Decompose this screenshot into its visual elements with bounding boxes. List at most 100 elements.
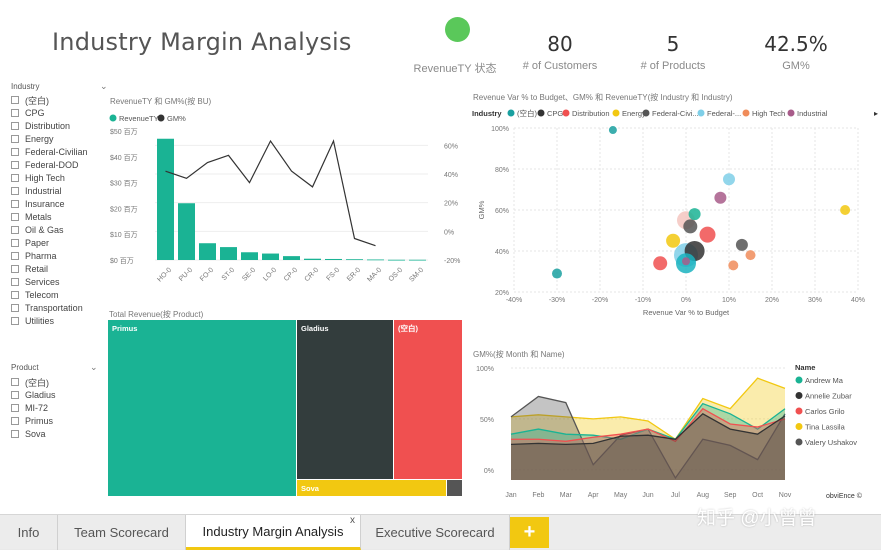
treemap-chart: Primus Gladius (空白) Sova (108, 320, 462, 496)
customers-value: 80 (547, 32, 573, 56)
x-tick-label: ST-0 (221, 267, 236, 282)
slicer-item-label: (空白) (25, 377, 49, 388)
checkbox-icon[interactable] (11, 200, 19, 208)
slicer-item[interactable]: Federal-Civilian (11, 146, 88, 158)
legend-marker (157, 114, 165, 122)
scatter-point (682, 257, 690, 266)
add-page-button[interactable]: + (510, 517, 549, 548)
legend-title: Industry (472, 109, 502, 118)
legend-marker (612, 109, 620, 117)
checkbox-icon[interactable] (11, 226, 19, 234)
y-tick-label: $40 百万 (110, 154, 138, 162)
slicer-item[interactable]: MI-72 (11, 402, 48, 414)
scatter-point (653, 256, 668, 271)
checkbox-icon[interactable] (11, 278, 19, 286)
product-slicer-title: Product (11, 363, 39, 372)
y-tick-label: 100% (491, 126, 509, 133)
legend-marker (109, 114, 117, 122)
checkbox-icon[interactable] (11, 148, 19, 156)
legend-label: Federal-Civi... (652, 109, 699, 118)
slicer-item[interactable]: Federal-DOD (11, 159, 79, 171)
y2-tick-label: -20% (444, 258, 460, 265)
checkbox-icon[interactable] (11, 304, 19, 312)
bar (262, 253, 279, 260)
slicer-item[interactable]: Services (11, 276, 60, 288)
slicer-item[interactable]: Oil & Gas (11, 224, 64, 236)
checkbox-icon[interactable] (11, 252, 19, 260)
slicer-item[interactable]: (空白) (11, 94, 49, 106)
x-tick-label: May (614, 492, 628, 499)
tab-executive-scorecard[interactable]: Executive Scorecard (361, 515, 510, 550)
y2-tick-label: 0% (444, 229, 454, 236)
x-tick-label: MA-0 (366, 267, 383, 283)
chevron-right-icon: ▸ (874, 109, 878, 118)
slicer-item-label: MI-72 (25, 403, 49, 413)
legend-label: Annelie Zubar (805, 392, 852, 401)
checkbox-icon[interactable] (11, 391, 19, 399)
slicer-item[interactable]: Paper (11, 237, 49, 249)
slicer-item[interactable]: Primus (11, 415, 53, 427)
slicer-item[interactable]: High Tech (11, 172, 65, 184)
slicer-item[interactable]: Metals (11, 211, 52, 223)
tab-info[interactable]: Info (0, 515, 58, 550)
slicer-item[interactable]: CPG (11, 107, 45, 119)
close-icon[interactable]: x (350, 515, 355, 526)
legend-marker (697, 109, 705, 117)
checkbox-icon[interactable] (11, 378, 19, 386)
checkbox-icon[interactable] (11, 135, 19, 143)
checkbox-icon[interactable] (11, 187, 19, 195)
checkbox-icon[interactable] (11, 291, 19, 299)
bar (241, 252, 258, 260)
tab-industry-margin-analysis[interactable]: Industry Margin Analysis x (186, 515, 361, 550)
industry-slicer-title: Industry (11, 82, 40, 91)
chevron-down-icon[interactable]: ⌄ (90, 362, 98, 372)
slicer-item[interactable]: Distribution (11, 120, 70, 132)
tab-team-scorecard[interactable]: Team Scorecard (58, 515, 186, 550)
checkbox-icon[interactable] (11, 122, 19, 130)
tab-label: Industry Margin Analysis (202, 524, 344, 539)
checkbox-icon[interactable] (11, 109, 19, 117)
slicer-item[interactable]: (空白) (11, 376, 49, 388)
bar (199, 243, 216, 260)
legend-label: Carlos Grilo (805, 407, 845, 416)
checkbox-icon[interactable] (11, 265, 19, 273)
slicer-item[interactable]: Gladius (11, 389, 56, 401)
chevron-down-icon[interactable]: ⌄ (100, 81, 108, 91)
x-tick-label: 30% (808, 297, 822, 304)
checkbox-icon[interactable] (11, 239, 19, 247)
report-canvas: Industry Margin Analysis RevenueTY 状态 80… (0, 0, 881, 514)
slicer-item[interactable]: Industrial (11, 185, 62, 197)
checkbox-icon[interactable] (11, 417, 19, 425)
slicer-item[interactable]: Sova (11, 428, 46, 440)
slicer-item[interactable]: Insurance (11, 198, 65, 210)
legend-marker (537, 109, 545, 117)
slicer-item[interactable]: Telecom (11, 289, 59, 301)
slicer-item[interactable]: Retail (11, 263, 48, 275)
checkbox-icon[interactable] (11, 96, 19, 104)
checkbox-icon[interactable] (11, 404, 19, 412)
status-label: RevenueTY 状态 (413, 63, 497, 75)
slicer-item-label: Transportation (25, 303, 83, 313)
checkbox-icon[interactable] (11, 174, 19, 182)
slicer-item[interactable]: Utilities (11, 315, 54, 327)
x-tick-label: PU-0 (178, 267, 194, 283)
scatter-point (666, 233, 681, 248)
slicer-item[interactable]: Pharma (11, 250, 57, 262)
y-tick-label: 20% (495, 290, 509, 297)
x-tick-label: HO-0 (156, 267, 173, 283)
scatter-point (840, 205, 851, 215)
scatter-chart: Industry (空白) CPG Distribution Energy Federal… (472, 108, 878, 317)
bar (367, 259, 384, 261)
slicer-item[interactable]: Transportation (11, 302, 83, 314)
y-tick-label: $0 百万 (110, 257, 134, 265)
slicer-item[interactable]: Energy (11, 133, 54, 145)
x-tick-label: ER-0 (346, 267, 362, 283)
gm-label: GM% (782, 60, 810, 72)
legend-marker (795, 392, 803, 399)
checkbox-icon[interactable] (11, 213, 19, 221)
checkbox-icon[interactable] (11, 317, 19, 325)
slicer-item-label: Primus (25, 416, 54, 426)
checkbox-icon[interactable] (11, 161, 19, 169)
slicer-item-label: Pharma (25, 251, 57, 261)
checkbox-icon[interactable] (11, 430, 19, 438)
